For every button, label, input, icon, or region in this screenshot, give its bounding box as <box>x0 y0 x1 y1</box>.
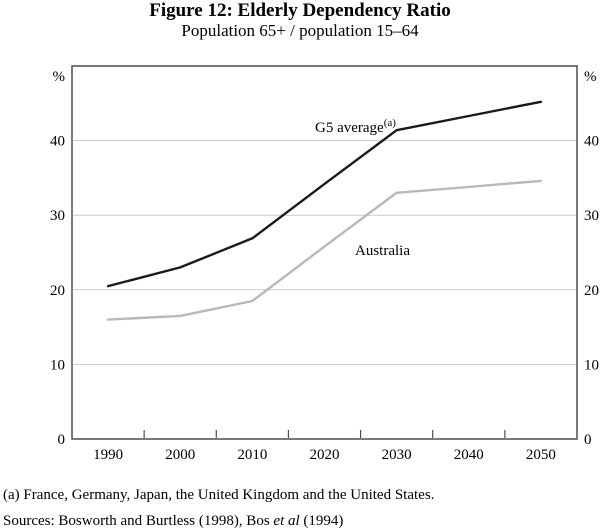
y-axis-label-left: 20 <box>50 283 65 299</box>
series-line-australia <box>106 179 543 321</box>
x-axis-label-2040: 2040 <box>454 447 484 463</box>
y-axis-label-right: 0 <box>584 432 592 448</box>
y-axis-label-right: 40 <box>584 134 599 150</box>
y-axis-label-left: 30 <box>50 208 65 224</box>
sources-text-suffix: (1994) <box>299 513 344 529</box>
sources-text-prefix: Sources: Bosworth and Burtless (1998), B… <box>3 513 274 529</box>
y-axis-unit-right: % <box>584 69 597 85</box>
x-axis-label-1990: 1990 <box>93 447 123 463</box>
x-axis-label-2030: 2030 <box>382 447 412 463</box>
y-axis-unit-left: % <box>53 69 66 85</box>
y-axis-label-right: 10 <box>584 357 599 373</box>
y-axis-label-left: 40 <box>50 134 65 150</box>
x-axis-label-2000: 2000 <box>165 447 195 463</box>
plot-border <box>71 65 578 440</box>
y-axis-label-right: 30 <box>584 208 599 224</box>
figure-subtitle: Population 65+ / population 15–64 <box>181 21 419 40</box>
footnote-a: (a) France, Germany, Japan, the United K… <box>3 487 435 503</box>
y-axis-label-right: 20 <box>584 283 599 299</box>
y-axis-label-left: 10 <box>50 357 65 373</box>
x-axis-label-2050: 2050 <box>526 447 556 463</box>
series-line-g5-average <box>106 100 543 288</box>
x-axis-label-2010: 2010 <box>237 447 267 463</box>
series-label-superscript: (a) <box>384 117 397 129</box>
sources-line: Sources: Bosworth and Burtless (1998), B… <box>3 513 597 530</box>
figure-title: Figure 12: Elderly Dependency Ratio <box>149 0 451 21</box>
sources-text-etal: et al <box>273 513 300 529</box>
series-label-australia: Australia <box>355 243 410 259</box>
series-label-g5-average: G5 average(a) <box>315 117 396 136</box>
x-axis-label-2020: 2020 <box>310 447 340 463</box>
y-axis-label-left: 0 <box>58 432 66 448</box>
